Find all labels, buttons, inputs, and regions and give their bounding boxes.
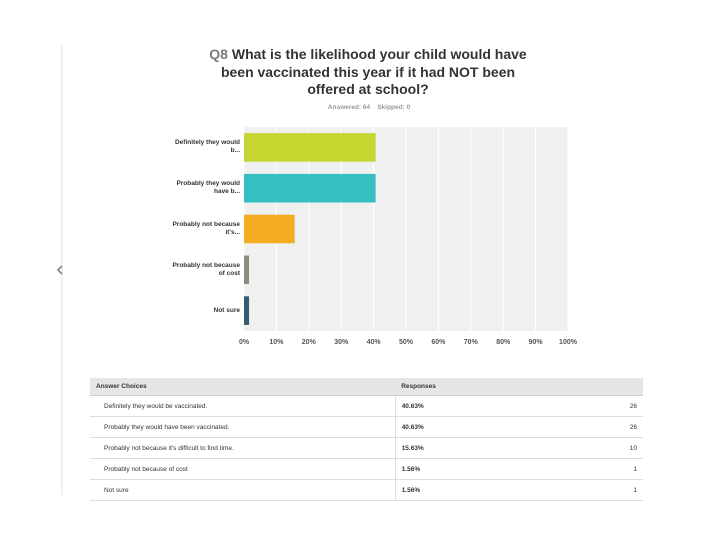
table-cell: Probably not because it's difficult to f… [90, 437, 396, 459]
y-tick-label: Not sure [213, 306, 240, 314]
y-tick-label: Probably not because it's... [172, 221, 240, 236]
header-cell: Responses [395, 378, 643, 396]
table-cell: Probably not because of cost [90, 458, 396, 480]
chart-title: What is the likelihood your child would … [220, 46, 527, 97]
subtitle: Answered: 64 Skipped: 0 [244, 104, 494, 111]
y-tick-label: Probably they would have b... [176, 180, 240, 196]
table-row: Not sure 1.56% 1 [90, 479, 643, 501]
table-cell: 1.56% [394, 479, 555, 501]
x-tick-label: 30% [334, 339, 349, 346]
table-row: Probably not because it's difficult to f… [90, 437, 643, 459]
responses-table: Answer Choices Responses Definitely they… [90, 378, 643, 501]
table-cell: 26 [554, 416, 643, 438]
bar [244, 133, 376, 162]
x-tick-label: 10% [269, 339, 284, 346]
bar [244, 296, 250, 325]
table-row: Probably they would have been vaccinated… [90, 416, 643, 438]
chart-title-block: Q8 What is the likelihood your child wou… [208, 46, 528, 99]
header-row: Answer Choices Responses [90, 378, 643, 396]
x-tick-label: 100% [559, 339, 578, 346]
table-row: Probably not because of cost 1.56% 1 [90, 458, 643, 480]
table-cell: 1 [554, 458, 643, 480]
x-tick-label: 20% [302, 339, 317, 346]
chevron [56, 265, 63, 275]
bar [244, 255, 250, 285]
y-tick-label: Definitely they would b... [174, 139, 240, 155]
answered: Answered: 64 [327, 104, 371, 111]
table-cell: 26 [554, 395, 643, 417]
skipped: Skipped: 0 [377, 104, 411, 111]
question-number: Q8 [209, 46, 228, 62]
x-tick-label: 90% [529, 339, 544, 346]
x-tick-label: 50% [399, 339, 414, 346]
x-tick-label: 70% [464, 339, 479, 346]
table-cell: 40.63% [394, 416, 555, 438]
table-cell: 1.56% [394, 458, 555, 480]
table-cell: Definitely they would be vaccinated. [90, 395, 396, 417]
table-cell: Probably they would have been vaccinated… [90, 416, 396, 438]
x-tick-label: 40% [367, 339, 382, 346]
table-cell: 10 [554, 437, 643, 459]
x-tick-label: 0% [239, 339, 250, 346]
x-tick-label: 60% [431, 339, 446, 346]
table-row: Definitely they would be vaccinated. 40.6… [90, 395, 643, 417]
bar [244, 173, 376, 203]
header-cell: Answer Choices [90, 378, 396, 396]
table-cell: Not sure [90, 479, 396, 501]
bar [244, 214, 295, 244]
table-cell: 15.63% [394, 437, 555, 459]
table-cell: 1 [554, 479, 643, 501]
table-cell: 40.63% [394, 395, 555, 417]
y-tick-label: Probably not because of cost [172, 261, 240, 277]
x-tick-label: 80% [496, 339, 511, 346]
